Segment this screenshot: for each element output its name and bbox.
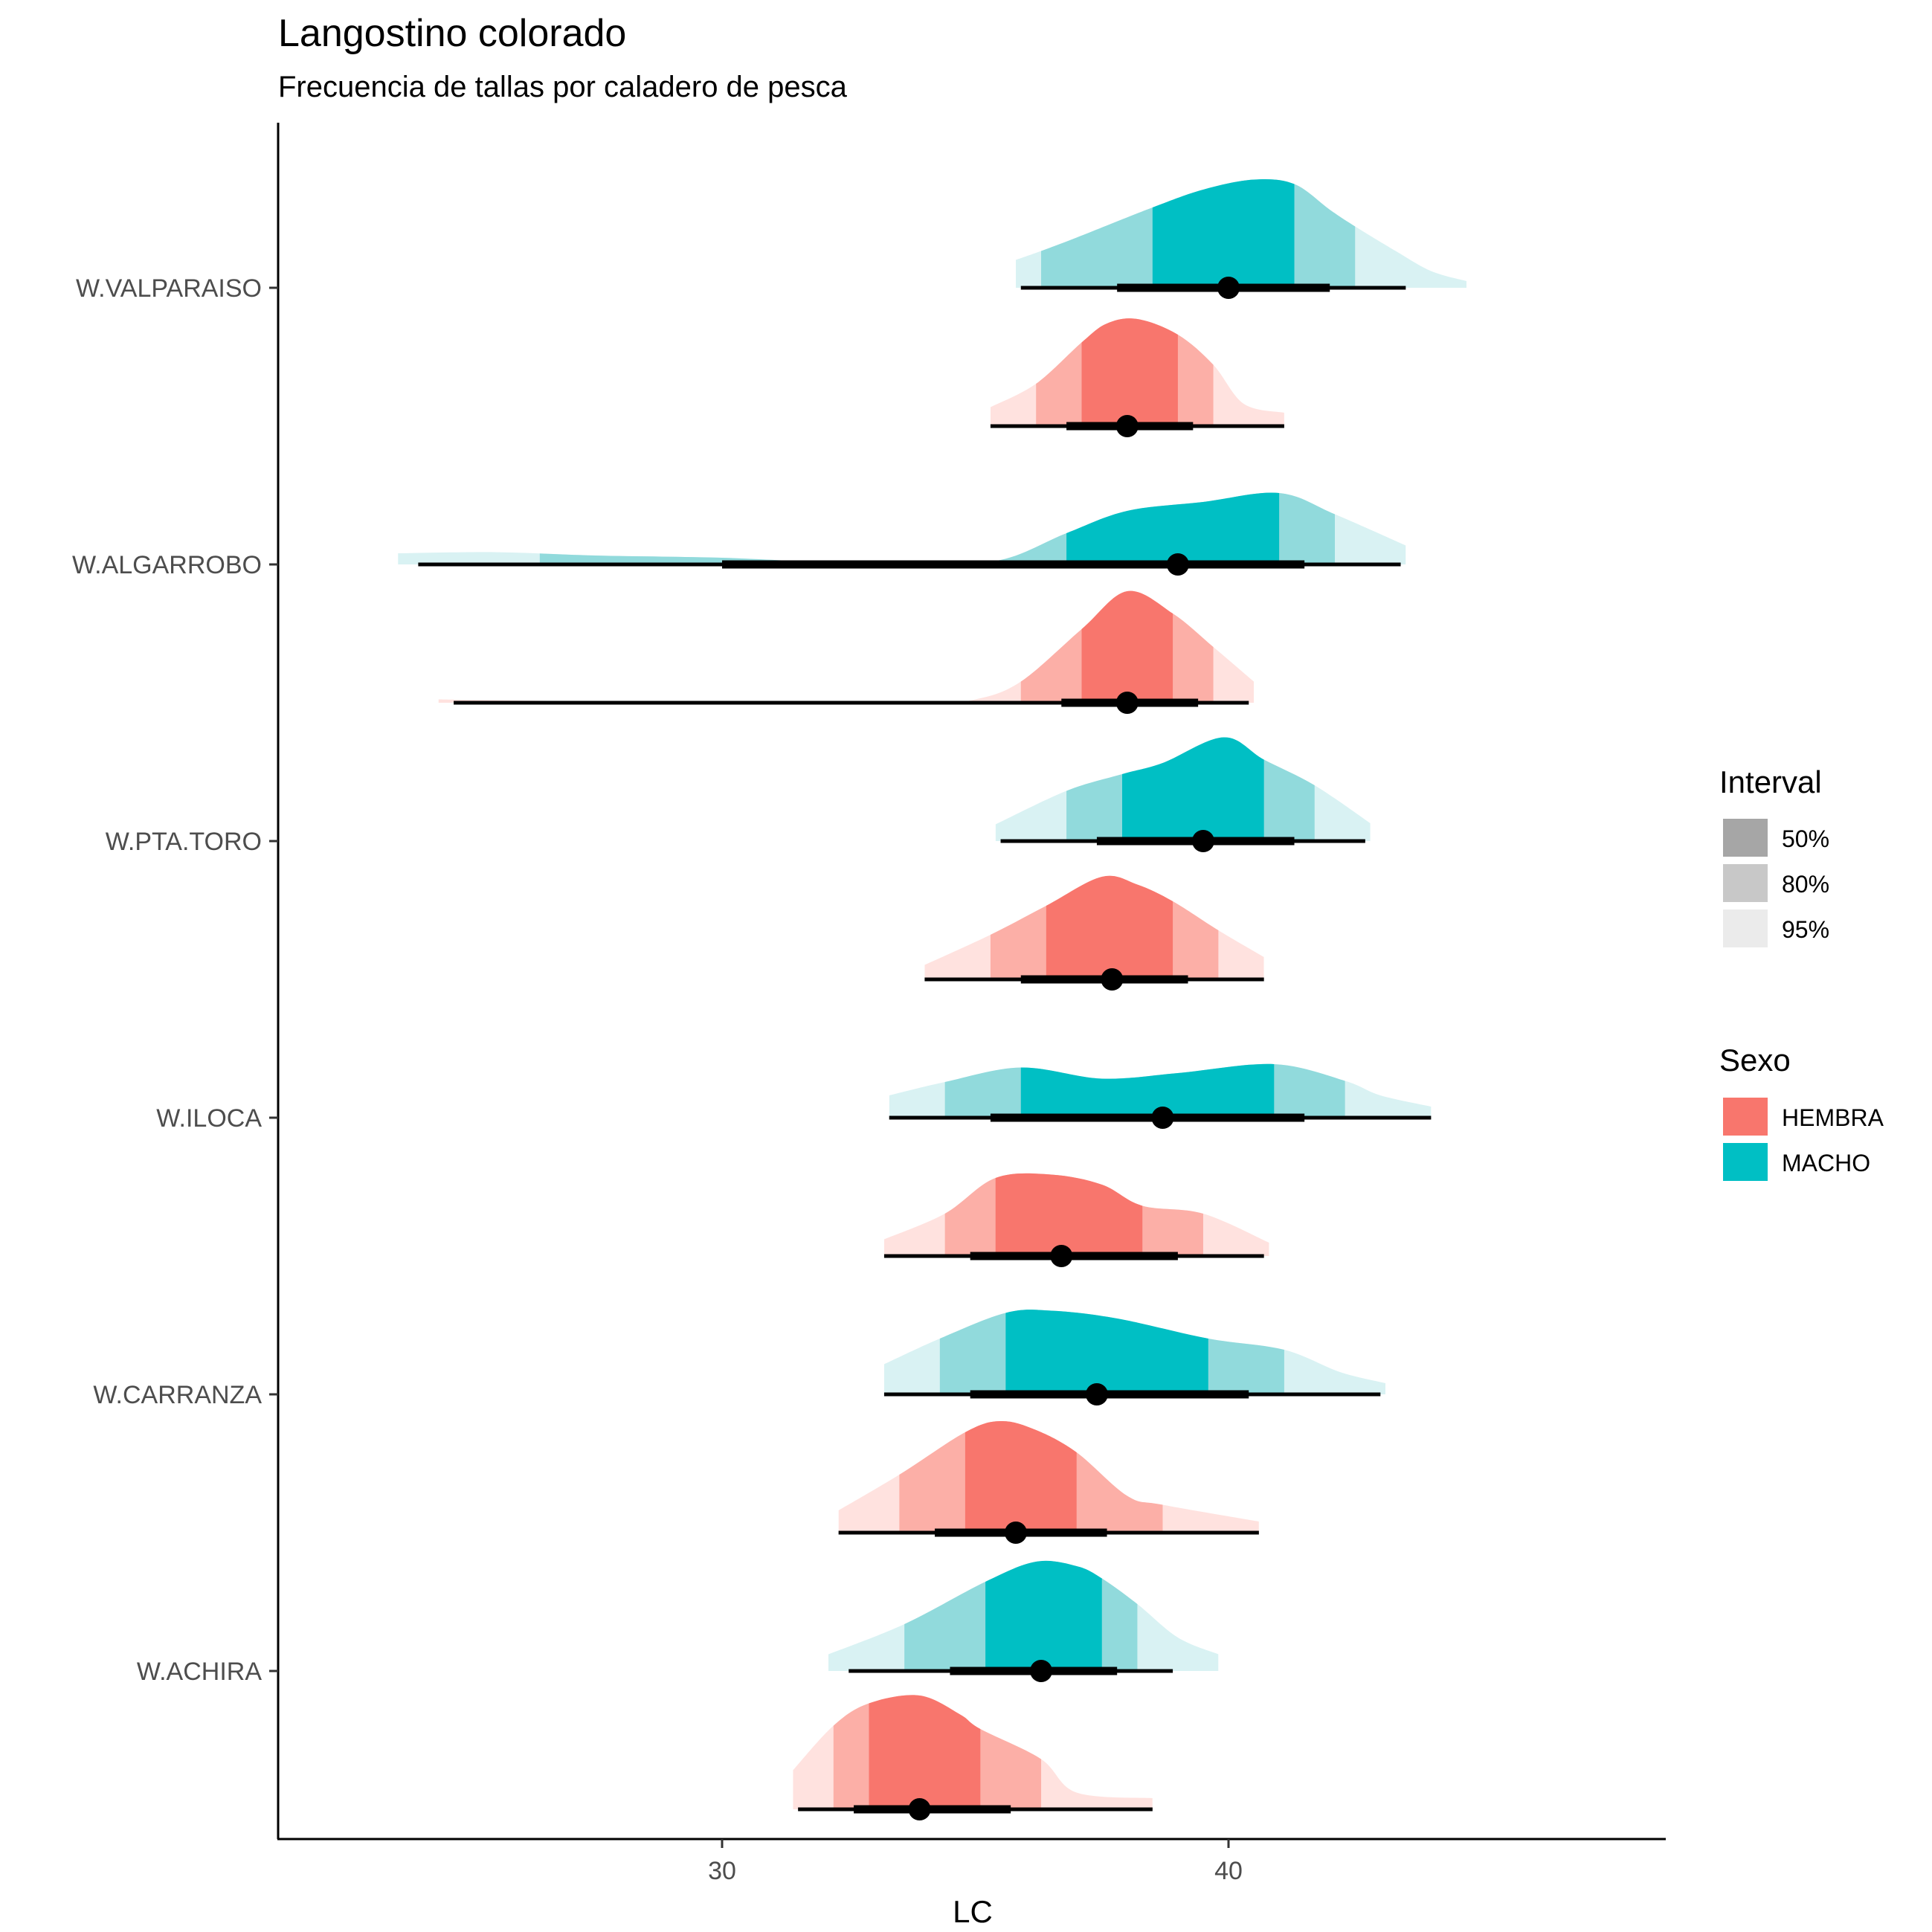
y-tick-label: W.ACHIRA [137,1658,262,1686]
median-point [1050,1245,1073,1267]
ridge-w.achira-hembra [793,1695,1153,1809]
ridge-bands [438,590,1255,703]
median-point [1115,692,1139,714]
band-50 [995,1173,1143,1256]
legend-label-hembra: HEMBRA [1782,1104,1884,1131]
point-interval [883,1245,1264,1267]
ridge-w.pta.toro-macho [995,737,1371,841]
ridge-bands [924,875,1264,979]
chart-title: Langostino colorado [278,12,626,55]
legend-item-50: 50% [1723,819,1829,857]
legend-label-80: 80% [1782,871,1829,898]
legend-item-80: 80% [1723,864,1829,902]
median-point [1004,1522,1027,1544]
ridge-bands [995,737,1371,841]
band-50 [985,1560,1102,1671]
point-intervals [418,277,1432,1820]
legend-swatch-hembra [1723,1098,1768,1136]
ridge-bands [838,1420,1259,1533]
point-interval [454,692,1249,714]
legend: Interval 50% 80% 95% Sexo HEMBRA MACHO [1719,764,1884,1181]
ridge-bands [398,492,1406,564]
median-point [1115,415,1139,437]
x-tick-label: 30 [708,1857,736,1885]
point-interval [1000,830,1365,852]
point-interval [924,968,1264,991]
band-50 [1005,1310,1208,1394]
ridge-bands [828,1560,1219,1671]
point-interval [838,1522,1259,1544]
ridge-w.valparaiso-macho [1015,178,1467,288]
legend-label-macho: MACHO [1782,1150,1870,1176]
legend-swatch-macho [1723,1143,1768,1181]
median-point [1101,968,1124,991]
ridge-w.algarrobo-macho [398,492,1406,564]
legend-label-50: 50% [1782,825,1829,852]
y-tick-label: W.ILOCA [156,1104,262,1133]
ridge-w.iloca-macho [889,1063,1432,1118]
median-point [1030,1660,1053,1682]
median-point [1151,1107,1174,1129]
y-tick-label: W.PTA.TORO [106,828,262,856]
y-axis-ticks: W.VALPARAISO W.ALGARROBO W.PTA.TORO W.ILOCA… [72,274,278,1686]
legend-swatch-95 [1723,909,1768,947]
legend-label-95: 95% [1782,916,1829,943]
chart-subtitle: Frecuencia de tallas por caladero de pes… [278,71,848,103]
band-50 [1081,318,1178,426]
x-axis-title: LC [953,1894,993,1929]
x-tick-label: 40 [1214,1857,1243,1885]
point-interval [990,415,1284,437]
ridge-w.iloca-hembra [883,1173,1269,1256]
point-interval [798,1798,1153,1820]
point-interval [418,553,1401,576]
median-point [908,1798,931,1820]
x-axis-ticks: 30 40 [708,1839,1243,1885]
median-point [1191,830,1214,852]
ridge-bands [883,1310,1386,1394]
legend-swatch-80 [1723,864,1768,902]
ridge-w.pta.toro-hembra [924,875,1264,979]
ridges [398,178,1467,1809]
ridge-w.carranza-macho [883,1310,1386,1394]
legend-item-95: 95% [1723,909,1829,947]
y-tick-label: W.CARRANZA [93,1381,262,1409]
band-50 [1020,1063,1275,1118]
band-50 [1081,590,1173,703]
ridge-bands [889,1063,1432,1118]
legend-item-macho: MACHO [1723,1143,1870,1181]
point-interval [1020,277,1406,299]
legend-swatch-50 [1723,819,1768,857]
point-interval [883,1383,1381,1405]
band-50 [965,1420,1077,1533]
band-50 [1152,178,1295,288]
ridge-bands [883,1173,1269,1256]
median-point [1217,277,1240,299]
y-tick-label: W.VALPARAISO [76,274,262,303]
y-tick-label: W.ALGARROBO [72,551,262,579]
ridge-w.carranza-hembra [838,1420,1259,1533]
ridge-w.achira-macho [828,1560,1219,1671]
point-interval [889,1107,1432,1129]
ridge-bands [990,318,1284,426]
point-interval [849,1660,1173,1682]
legend-title-sexo: Sexo [1719,1043,1791,1078]
median-point [1166,553,1189,576]
band-50 [1066,492,1280,564]
band-50 [869,1695,981,1809]
band-50 [1121,737,1264,841]
ridge-w.algarrobo-hembra [438,590,1255,703]
ridge-bands [1015,178,1467,288]
median-point [1085,1383,1108,1405]
legend-item-hembra: HEMBRA [1723,1098,1884,1136]
legend-title-interval: Interval [1719,764,1822,799]
ridge-bands [793,1695,1153,1809]
ridge-w.valparaiso-hembra [990,318,1284,426]
band-50 [1046,875,1173,979]
